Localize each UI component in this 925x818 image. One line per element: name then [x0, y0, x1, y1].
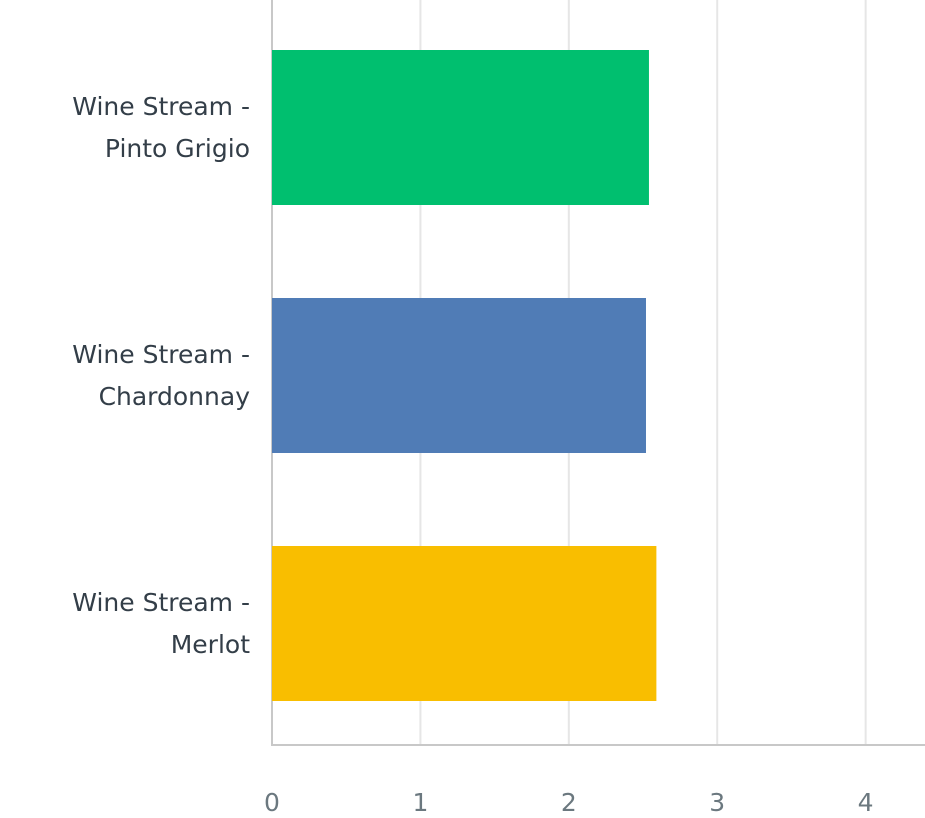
category-label: Wine Stream - Chardonnay	[72, 339, 250, 411]
bar	[272, 50, 649, 205]
bar	[272, 546, 657, 701]
category-label: Wine Stream - Merlot	[72, 587, 250, 659]
x-tick-label: 0	[264, 788, 280, 817]
x-tick-label: 4	[857, 788, 874, 817]
x-tick-label: 2	[560, 788, 577, 817]
x-tick-label: 3	[709, 788, 726, 817]
x-tick-label: 1	[412, 788, 429, 817]
category-label: Wine Stream - Pinto Grigio	[72, 91, 250, 163]
bar	[272, 298, 646, 453]
